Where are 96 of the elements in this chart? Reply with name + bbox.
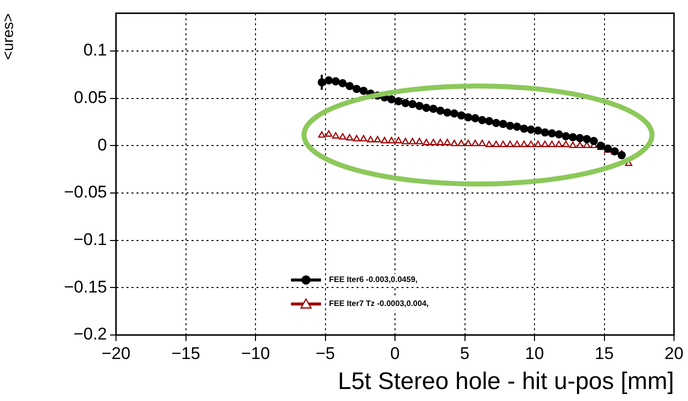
point <box>464 113 472 122</box>
point <box>450 140 458 146</box>
point <box>422 104 430 112</box>
point <box>394 136 402 144</box>
y-tick-label: −0.15 <box>64 277 107 296</box>
point <box>562 140 570 148</box>
point <box>360 86 368 95</box>
point <box>402 138 410 144</box>
point <box>513 140 521 148</box>
point <box>492 118 500 128</box>
point <box>387 95 396 104</box>
point <box>360 134 368 142</box>
point <box>388 136 396 144</box>
x-tick-label: −10 <box>241 344 270 363</box>
point <box>541 140 549 148</box>
point <box>499 140 507 148</box>
point <box>430 138 437 146</box>
point <box>408 138 416 144</box>
legend-label: FEE Iter6 -0.003,0.0459, <box>329 275 418 284</box>
point <box>332 77 340 86</box>
point <box>562 132 570 140</box>
point <box>540 128 550 137</box>
point <box>583 142 590 148</box>
point <box>429 104 438 113</box>
point <box>478 140 486 146</box>
point <box>527 140 535 148</box>
point <box>590 136 598 146</box>
point <box>512 122 522 131</box>
point <box>374 136 382 142</box>
point <box>534 140 542 148</box>
point <box>339 133 346 140</box>
point <box>548 129 556 138</box>
point <box>346 82 354 90</box>
y-tick-label: −0.1 <box>73 230 107 250</box>
point <box>618 151 626 160</box>
point <box>457 111 466 120</box>
point <box>576 142 584 148</box>
point <box>458 140 465 146</box>
point <box>506 122 514 130</box>
x-tick-label: 20 <box>664 344 684 363</box>
point <box>436 138 444 146</box>
y-tick-label: −0.2 <box>73 324 107 344</box>
point <box>436 106 444 115</box>
point <box>408 100 417 108</box>
y-tick-label: 0.05 <box>74 88 107 108</box>
x-axis-title: L5t Stereo hole - hit u-pos [mm] <box>338 368 674 396</box>
point <box>380 136 388 144</box>
point <box>401 99 410 108</box>
point <box>554 130 564 138</box>
point <box>492 140 500 148</box>
x-tick-label: −20 <box>102 344 130 363</box>
point <box>422 138 430 146</box>
point <box>394 97 403 106</box>
point <box>416 138 424 144</box>
point <box>318 131 326 138</box>
point <box>555 140 563 148</box>
point <box>548 140 556 148</box>
point <box>486 140 493 148</box>
point <box>338 79 347 88</box>
y-tick-label: 0.1 <box>83 40 107 60</box>
point <box>520 124 528 133</box>
point <box>569 142 576 148</box>
point <box>443 108 452 117</box>
point <box>444 138 451 146</box>
x-tick-label: 15 <box>594 344 614 363</box>
point <box>325 130 332 137</box>
point <box>346 134 354 140</box>
legend-label: FEE Iter7 Tz -0.0003,0.004, <box>329 299 429 308</box>
x-tick-label: −15 <box>171 344 200 363</box>
point <box>415 102 424 110</box>
point <box>472 140 479 146</box>
x-tick-label: 10 <box>525 344 544 363</box>
point <box>485 117 494 126</box>
point <box>520 140 528 148</box>
point <box>568 133 577 142</box>
point <box>464 140 472 146</box>
point <box>324 76 333 84</box>
point <box>352 84 361 94</box>
x-tick-label: −5 <box>316 344 335 363</box>
point <box>506 140 514 148</box>
point <box>471 114 480 122</box>
point <box>366 136 374 142</box>
point <box>576 134 584 142</box>
y-tick-label: 0 <box>98 135 107 154</box>
point <box>353 134 360 142</box>
point <box>526 126 536 134</box>
x-tick-label: 5 <box>460 344 470 363</box>
point <box>478 116 486 124</box>
point <box>499 120 508 128</box>
point <box>332 132 340 139</box>
x-tick-label: 0 <box>390 344 400 363</box>
y-tick-label: −0.05 <box>64 182 107 202</box>
point <box>534 126 542 135</box>
y-axis-title: <ures> <box>0 12 18 60</box>
point <box>450 109 458 118</box>
point <box>582 134 591 144</box>
